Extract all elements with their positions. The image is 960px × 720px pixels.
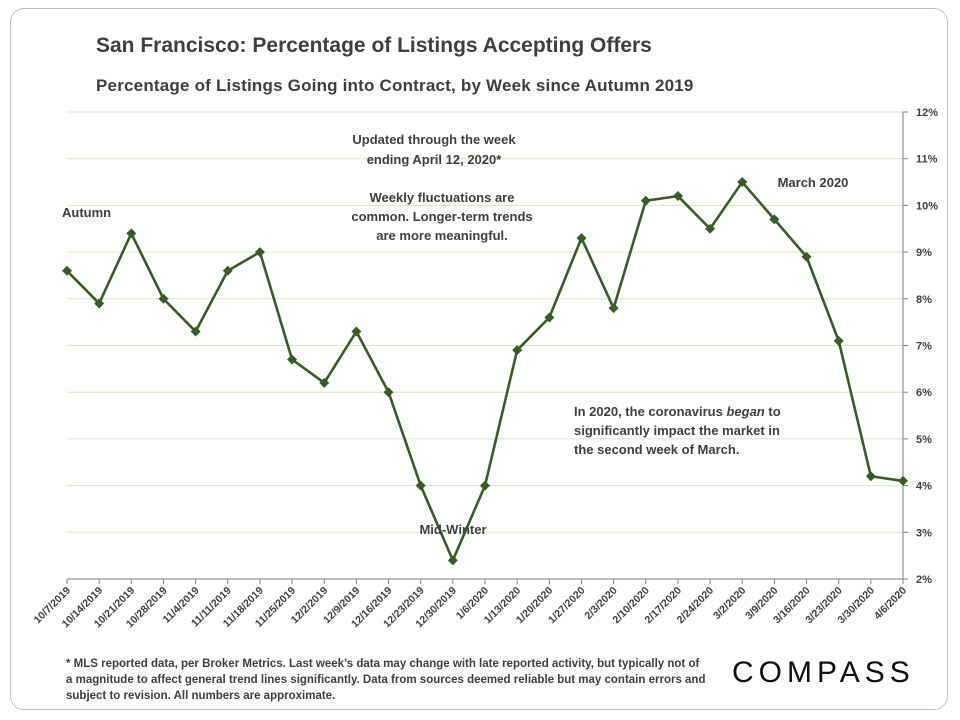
data-point bbox=[447, 555, 458, 566]
annotation-autumn: Autumn bbox=[62, 205, 111, 220]
compass-logo: COMPASS bbox=[732, 656, 915, 690]
data-point bbox=[544, 312, 555, 323]
data-point bbox=[640, 195, 651, 206]
chart-subtitle: Percentage of Listings Going into Contra… bbox=[96, 76, 694, 95]
data-point bbox=[383, 387, 394, 398]
y-tick-label: 7% bbox=[916, 341, 932, 353]
x-tick-label: 4/6/2020 bbox=[872, 585, 909, 622]
data-point bbox=[480, 480, 490, 491]
data-point bbox=[94, 298, 105, 309]
line-chart: 2%3%4%5%6%7%8%9%10%11%12%10/7/201910/14/… bbox=[32, 107, 939, 630]
y-tick-label: 11% bbox=[916, 154, 938, 166]
y-tick-label: 6% bbox=[916, 387, 932, 399]
data-point bbox=[576, 233, 587, 244]
y-tick-label: 8% bbox=[916, 294, 932, 306]
data-point bbox=[62, 265, 72, 276]
data-point bbox=[608, 303, 619, 314]
slide-frame bbox=[10, 8, 948, 710]
y-tick-label: 12% bbox=[916, 107, 938, 119]
data-point bbox=[865, 471, 876, 482]
annotation-mid-winter: Mid-Winter bbox=[419, 522, 486, 537]
data-point bbox=[351, 326, 362, 337]
x-tick-label: 3/2/2020 bbox=[711, 585, 748, 622]
footnote: * MLS reported data, per Broker Metrics.… bbox=[66, 658, 706, 702]
data-point bbox=[769, 214, 780, 225]
data-point bbox=[737, 177, 748, 188]
annotation-fluctuations: Weekly fluctuations are common. Longer-te… bbox=[351, 190, 532, 243]
data-point bbox=[415, 480, 426, 491]
data-point bbox=[833, 335, 844, 346]
data-point bbox=[801, 251, 812, 262]
annotation-coronavirus: In 2020, the coronavirus began to signifi… bbox=[574, 404, 781, 457]
annotation-updated: Updated through the week ending April 12,… bbox=[352, 132, 516, 167]
y-tick-label: 5% bbox=[916, 434, 932, 446]
y-tick-label: 2% bbox=[916, 574, 932, 586]
data-point bbox=[158, 293, 169, 304]
data-point bbox=[319, 377, 330, 388]
data-point bbox=[512, 345, 523, 356]
y-tick-label: 3% bbox=[916, 527, 932, 539]
y-tick-label: 4% bbox=[916, 481, 932, 493]
data-point bbox=[898, 475, 908, 486]
data-point bbox=[222, 265, 233, 276]
chart-title: San Francisco: Percentage of Listings Ac… bbox=[96, 34, 652, 57]
y-tick-label: 9% bbox=[916, 247, 932, 259]
data-point bbox=[705, 223, 716, 234]
data-point bbox=[254, 247, 265, 258]
logo-text: COMPASS bbox=[732, 656, 915, 689]
y-tick-label: 10% bbox=[916, 200, 938, 212]
annotation-march-2020: March 2020 bbox=[778, 175, 849, 190]
data-point bbox=[287, 354, 298, 365]
data-point bbox=[672, 191, 683, 202]
data-point bbox=[190, 326, 201, 337]
data-point bbox=[126, 228, 137, 239]
